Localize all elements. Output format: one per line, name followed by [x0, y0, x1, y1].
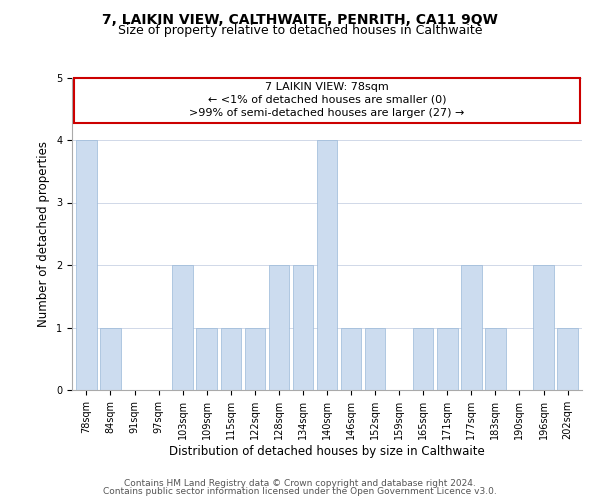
- Bar: [269, 265, 289, 390]
- Bar: [341, 328, 361, 390]
- Bar: [293, 265, 313, 390]
- Text: Contains HM Land Registry data © Crown copyright and database right 2024.: Contains HM Land Registry data © Crown c…: [124, 478, 476, 488]
- Bar: [76, 140, 97, 390]
- Bar: [557, 328, 578, 390]
- Text: 7, LAIKIN VIEW, CALTHWAITE, PENRITH, CA11 9QW: 7, LAIKIN VIEW, CALTHWAITE, PENRITH, CA1…: [102, 12, 498, 26]
- Bar: [533, 265, 554, 390]
- Bar: [196, 328, 217, 390]
- Bar: [461, 265, 482, 390]
- Y-axis label: Number of detached properties: Number of detached properties: [37, 141, 50, 327]
- Bar: [221, 328, 241, 390]
- X-axis label: Distribution of detached houses by size in Calthwaite: Distribution of detached houses by size …: [169, 444, 485, 458]
- Bar: [172, 265, 193, 390]
- Text: 7 LAIKIN VIEW: 78sqm
← <1% of detached houses are smaller (0)
>99% of semi-detac: 7 LAIKIN VIEW: 78sqm ← <1% of detached h…: [190, 82, 464, 118]
- Bar: [437, 328, 458, 390]
- Bar: [100, 328, 121, 390]
- Text: Size of property relative to detached houses in Calthwaite: Size of property relative to detached ho…: [118, 24, 482, 37]
- Bar: [485, 328, 506, 390]
- Bar: [413, 328, 433, 390]
- Bar: [245, 328, 265, 390]
- Text: Contains public sector information licensed under the Open Government Licence v3: Contains public sector information licen…: [103, 487, 497, 496]
- Bar: [365, 328, 385, 390]
- Bar: [317, 140, 337, 390]
- Bar: [74, 78, 580, 122]
